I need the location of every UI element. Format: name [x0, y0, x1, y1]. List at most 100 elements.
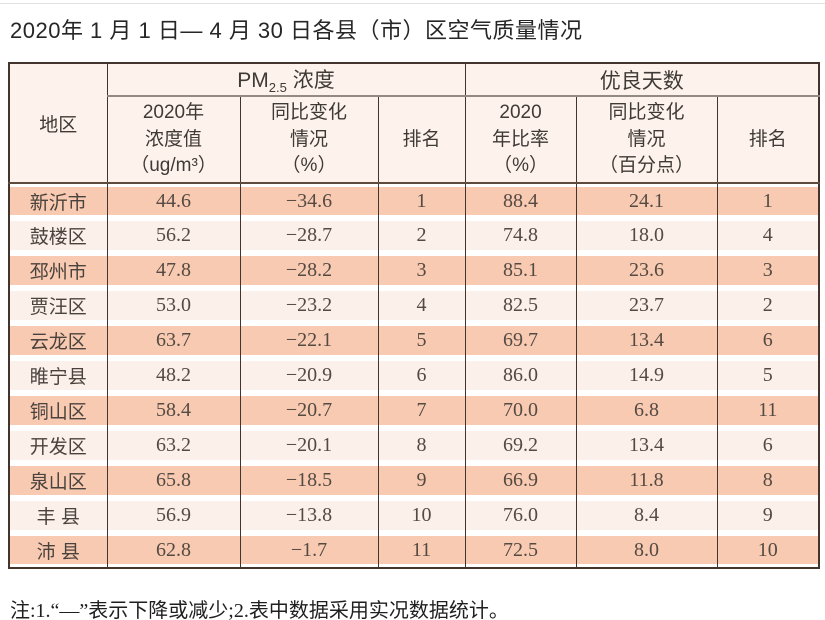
good-change-cell: 18.0: [575, 218, 718, 254]
good-rank-cell: 8: [716, 463, 820, 499]
good-rate-cell: 86.0: [464, 358, 577, 394]
good-change-cell: 13.4: [575, 323, 718, 359]
pm-rank-cell: 2: [377, 218, 466, 254]
pm-change-cell: −23.2: [239, 288, 378, 324]
pm-label-subscript: 2.5: [268, 80, 287, 96]
good-rate-cell: 85.1: [464, 253, 577, 289]
pm-rank-cell: 4: [377, 288, 466, 324]
good-change-cell: 6.8: [575, 393, 718, 429]
table-row: 邳州市 47.8 −28.2 3 85.1 23.6 3: [9, 253, 820, 289]
good-rank-cell: 10: [716, 533, 820, 569]
air-quality-table: 地区 PM2.5 浓度 优良天数 2020年 浓度值 （ug/m³） 同比变化 …: [8, 62, 821, 570]
col-header-pm-rank: 排名: [377, 96, 466, 185]
pm-value-cell: 48.2: [106, 358, 240, 394]
pm-rank-cell: 8: [377, 428, 466, 464]
good-change-cell: 24.1: [575, 183, 718, 219]
col-header-good-rate: 2020 年比率 （%）: [464, 96, 577, 185]
region-cell: 丰 县: [9, 498, 107, 534]
pm-change-cell: −20.9: [239, 358, 378, 394]
good-rank-cell: 6: [716, 428, 820, 464]
good-change-cell: 8.0: [575, 533, 718, 569]
pm-rank-cell: 1: [377, 183, 466, 219]
pm-rank-cell: 9: [377, 463, 466, 499]
col-group-good-days: 优良天数: [464, 63, 820, 98]
region-cell: 沛 县: [9, 533, 107, 569]
good-rank-cell: 1: [716, 183, 820, 219]
top-hairline: [0, 3, 825, 4]
table-row: 丰 县 56.9 −13.8 10 76.0 8.4 9: [9, 498, 820, 534]
good-rate-cell: 72.5: [464, 533, 577, 569]
pm-change-cell: −22.1: [239, 323, 378, 359]
col-header-pm-value: 2020年 浓度值 （ug/m³）: [106, 96, 240, 185]
good-rate-cell: 76.0: [464, 498, 577, 534]
pm-label-suffix: 浓度: [286, 69, 335, 92]
pm-value-cell: 44.6: [106, 183, 240, 219]
pm-rank-cell: 10: [377, 498, 466, 534]
table-row: 贾汪区 53.0 −23.2 4 82.5 23.7 2: [9, 288, 820, 324]
pm-change-cell: −13.8: [239, 498, 378, 534]
good-change-cell: 8.4: [575, 498, 718, 534]
good-rate-cell: 69.7: [464, 323, 577, 359]
table-header: 地区 PM2.5 浓度 优良天数 2020年 浓度值 （ug/m³） 同比变化 …: [9, 63, 820, 185]
table-body: 新沂市 44.6 −34.6 1 88.4 24.1 1 鼓楼区 56.2 −28.7 2 74.8…: [9, 183, 820, 569]
pm-rank-cell: 6: [377, 358, 466, 394]
pm-value-cell: 65.8: [106, 463, 240, 499]
pm-value-cell: 63.2: [106, 428, 240, 464]
footnote: 注:1.“—”表示下降或减少;2.表中数据采用实况数据统计。: [10, 600, 509, 620]
table-row: 睢宁县 48.2 −20.9 6 86.0 14.9 5: [9, 358, 820, 394]
good-rate-cell: 66.9: [464, 463, 577, 499]
region-cell: 云龙区: [9, 323, 107, 359]
region-cell: 邳州市: [9, 253, 107, 289]
region-cell: 新沂市: [9, 183, 107, 219]
pm-change-cell: −20.7: [239, 393, 378, 429]
good-rate-cell: 88.4: [464, 183, 577, 219]
table-row: 沛 县 62.8 −1.7 11 72.5 8.0 10: [9, 533, 820, 569]
region-cell: 鼓楼区: [9, 218, 107, 254]
pm-change-cell: −1.7: [239, 533, 378, 569]
table-row: 铜山区 58.4 −20.7 7 70.0 6.8 11: [9, 393, 820, 429]
pm-rank-cell: 7: [377, 393, 466, 429]
good-rate-cell: 82.5: [464, 288, 577, 324]
good-change-cell: 23.6: [575, 253, 718, 289]
good-rate-cell: 69.2: [464, 428, 577, 464]
pm-value-cell: 47.8: [106, 253, 240, 289]
col-header-region: 地区: [9, 63, 107, 185]
col-header-good-rank: 排名: [716, 96, 820, 185]
good-change-cell: 23.7: [575, 288, 718, 324]
pm-rank-cell: 3: [377, 253, 466, 289]
header-group-row: 地区 PM2.5 浓度 优良天数: [9, 63, 820, 185]
pm-change-cell: −34.6: [239, 183, 378, 219]
page-title: 2020年 1 月 1 日— 4 月 30 日各县（市）区空气质量情况: [10, 18, 583, 43]
region-cell: 睢宁县: [9, 358, 107, 394]
good-rank-cell: 5: [716, 358, 820, 394]
good-rank-cell: 6: [716, 323, 820, 359]
pm-change-cell: −20.1: [239, 428, 378, 464]
pm-rank-cell: 5: [377, 323, 466, 359]
table-row: 泉山区 65.8 −18.5 9 66.9 11.8 8: [9, 463, 820, 499]
good-change-cell: 13.4: [575, 428, 718, 464]
region-cell: 贾汪区: [9, 288, 107, 324]
col-header-pm-change: 同比变化 情况 （%）: [239, 96, 378, 185]
pm-rank-cell: 11: [377, 533, 466, 569]
pm-change-cell: −28.7: [239, 218, 378, 254]
pm-value-cell: 63.7: [106, 323, 240, 359]
col-header-good-change: 同比变化 情况 （百分点）: [575, 96, 718, 185]
table-row: 新沂市 44.6 −34.6 1 88.4 24.1 1: [9, 183, 820, 219]
good-rank-cell: 2: [716, 288, 820, 324]
pm-change-cell: −18.5: [239, 463, 378, 499]
region-cell: 泉山区: [9, 463, 107, 499]
pm-value-cell: 56.9: [106, 498, 240, 534]
pm-value-cell: 62.8: [106, 533, 240, 569]
pm-value-cell: 53.0: [106, 288, 240, 324]
pm-value-cell: 56.2: [106, 218, 240, 254]
good-rate-cell: 74.8: [464, 218, 577, 254]
table-row: 开发区 63.2 −20.1 8 69.2 13.4 6: [9, 428, 820, 464]
good-rank-cell: 9: [716, 498, 820, 534]
good-rank-cell: 3: [716, 253, 820, 289]
pm-value-cell: 58.4: [106, 393, 240, 429]
region-cell: 开发区: [9, 428, 107, 464]
pm-change-cell: −28.2: [239, 253, 378, 289]
header-sub-row: 2020年 浓度值 （ug/m³） 同比变化 情况 （%） 排名 2020 年比…: [9, 96, 820, 185]
good-change-cell: 11.8: [575, 463, 718, 499]
